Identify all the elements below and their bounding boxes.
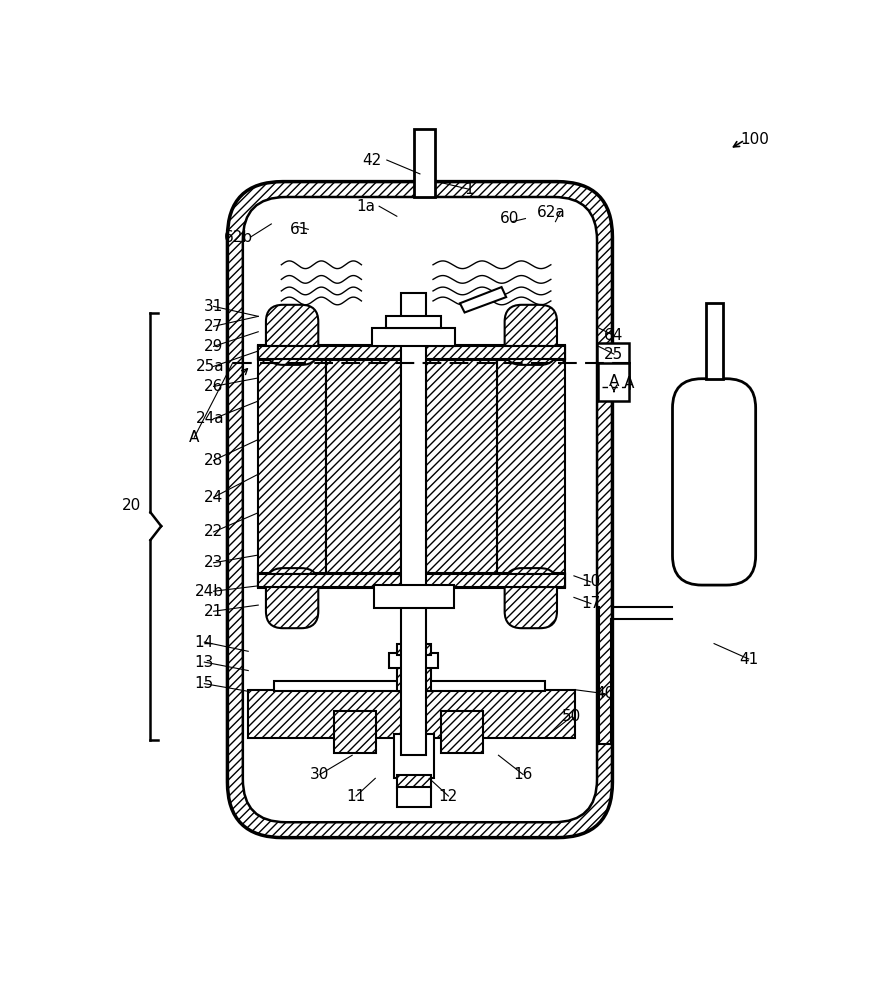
Polygon shape bbox=[460, 287, 506, 312]
FancyBboxPatch shape bbox=[228, 182, 612, 838]
Text: 20: 20 bbox=[122, 497, 142, 512]
Text: 41: 41 bbox=[739, 652, 758, 666]
FancyBboxPatch shape bbox=[505, 568, 557, 628]
Bar bbox=[597, 343, 629, 388]
Text: 1: 1 bbox=[465, 182, 474, 197]
Bar bbox=[374, 585, 454, 608]
Text: 31: 31 bbox=[204, 299, 223, 314]
Bar bbox=[258, 346, 564, 359]
Text: 26: 26 bbox=[204, 379, 223, 394]
Bar bbox=[426, 359, 497, 574]
Text: A: A bbox=[624, 376, 635, 391]
Text: 29: 29 bbox=[204, 339, 223, 354]
Text: 62b: 62b bbox=[223, 230, 253, 245]
Text: 25: 25 bbox=[604, 347, 624, 362]
FancyBboxPatch shape bbox=[266, 568, 319, 628]
Bar bbox=[706, 303, 723, 379]
Bar bbox=[258, 346, 564, 359]
Text: 25a: 25a bbox=[196, 359, 224, 374]
Bar bbox=[389, 653, 439, 668]
Text: 100: 100 bbox=[740, 132, 769, 147]
Bar bbox=[334, 711, 376, 753]
Text: 22: 22 bbox=[204, 524, 223, 539]
Text: 50: 50 bbox=[562, 709, 581, 724]
FancyBboxPatch shape bbox=[266, 305, 319, 365]
FancyBboxPatch shape bbox=[243, 197, 597, 822]
Text: 30: 30 bbox=[310, 767, 329, 782]
Bar bbox=[393, 734, 433, 778]
Bar bbox=[273, 681, 545, 691]
Bar bbox=[414, 129, 435, 197]
Text: 13: 13 bbox=[195, 655, 214, 670]
Text: 23: 23 bbox=[204, 555, 223, 570]
Text: 24b: 24b bbox=[195, 584, 224, 599]
Bar bbox=[397, 667, 431, 691]
Bar bbox=[497, 359, 564, 574]
Text: 15: 15 bbox=[195, 676, 214, 691]
Text: 64: 64 bbox=[604, 328, 624, 343]
Bar bbox=[386, 316, 441, 328]
Bar bbox=[258, 345, 564, 360]
Text: 24: 24 bbox=[204, 490, 223, 505]
Text: 10: 10 bbox=[581, 574, 601, 589]
Bar bbox=[258, 573, 564, 588]
Text: 17: 17 bbox=[581, 596, 601, 611]
Bar bbox=[598, 363, 628, 401]
Text: 11: 11 bbox=[346, 789, 366, 804]
Text: 14: 14 bbox=[195, 635, 214, 650]
Text: 60: 60 bbox=[500, 211, 520, 226]
Text: 16: 16 bbox=[514, 767, 533, 782]
Text: 40: 40 bbox=[595, 686, 614, 701]
Text: 12: 12 bbox=[439, 789, 458, 804]
Bar bbox=[397, 774, 431, 788]
FancyBboxPatch shape bbox=[505, 305, 557, 365]
Bar bbox=[326, 359, 401, 574]
Bar bbox=[258, 359, 326, 574]
Text: 1a: 1a bbox=[357, 199, 376, 214]
Text: 61: 61 bbox=[290, 222, 310, 237]
Bar bbox=[397, 644, 431, 655]
Text: 28: 28 bbox=[204, 453, 223, 468]
Text: A: A bbox=[190, 430, 199, 445]
Text: 27: 27 bbox=[204, 319, 223, 334]
Bar bbox=[258, 574, 564, 587]
Bar bbox=[248, 690, 576, 738]
Bar bbox=[372, 328, 456, 346]
Text: 21: 21 bbox=[204, 604, 223, 619]
Bar bbox=[258, 574, 564, 587]
Text: 62a: 62a bbox=[537, 205, 565, 220]
Bar bbox=[401, 293, 426, 755]
Text: A: A bbox=[609, 374, 619, 389]
Text: 24a: 24a bbox=[196, 411, 224, 426]
FancyBboxPatch shape bbox=[673, 379, 756, 585]
Bar bbox=[397, 787, 431, 807]
Bar bbox=[441, 711, 483, 753]
Text: 42: 42 bbox=[362, 153, 381, 168]
